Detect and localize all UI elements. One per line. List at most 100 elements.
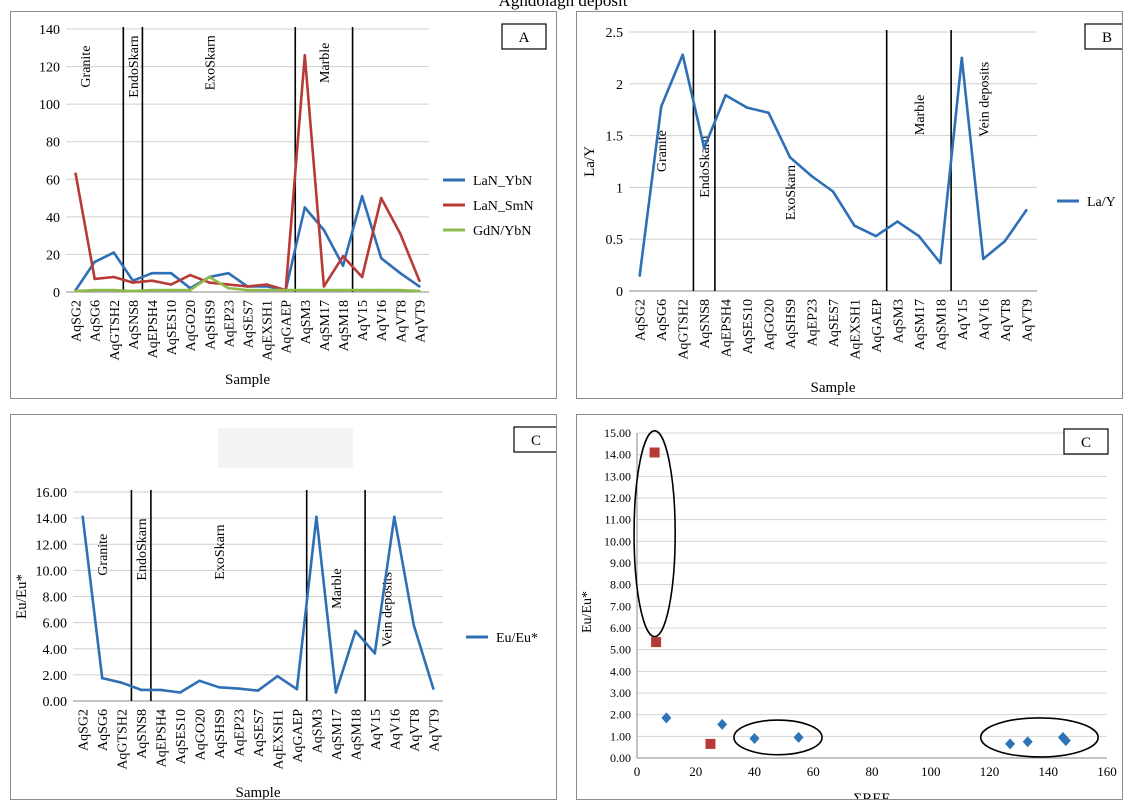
data-point (188, 288, 192, 292)
data-point (246, 288, 249, 292)
data-point (659, 105, 663, 108)
x-tick-label: 0 (634, 764, 641, 779)
panel-label: C (1081, 435, 1091, 451)
x-tick-label: AqSHS9 (213, 709, 228, 759)
data-point (341, 255, 345, 258)
x-tick-label: AqSM3 (310, 709, 325, 753)
x-tick-label: AqEP23 (233, 709, 248, 756)
y-tick-label: 2.00 (43, 669, 68, 684)
zone-label: Granite (96, 534, 111, 576)
data-point (360, 194, 364, 198)
x-tick-label: AqSG6 (89, 300, 104, 342)
x-tick-label: AqGO20 (194, 709, 209, 760)
x-tick-label: AqSG2 (77, 709, 92, 751)
x-axis-label: Sample (236, 785, 281, 799)
x-tick-label: AqVT9 (427, 709, 442, 752)
diamond-marker (1022, 736, 1033, 748)
data-point (418, 289, 421, 293)
data-point (150, 279, 154, 283)
y-tick-label: 6.00 (610, 621, 631, 635)
chart-c-scatter: 0.00 1.00 2.00 3.00 4.00 5.00 6.00 7.00 8.00 9.00… (580, 426, 1117, 799)
y-tick-label: 0.00 (43, 695, 68, 710)
y-tick-label: 14.00 (604, 448, 631, 462)
panel-label: B (1102, 30, 1112, 46)
zone-label: Vein deposits (381, 572, 396, 647)
data-point (159, 688, 162, 692)
data-point (853, 224, 856, 228)
x-tick-label: 40 (748, 764, 761, 779)
data-point (74, 172, 77, 175)
x-tick-label: AqSM17 (318, 300, 333, 351)
x-tick-label: AqGTSH2 (108, 300, 123, 361)
data-point (150, 288, 154, 292)
x-tick-label: 100 (921, 764, 941, 779)
y-tick-label: 120 (39, 61, 60, 76)
y-tick-label: 2.00 (610, 708, 631, 722)
zone-label: ExoSkarn (203, 35, 218, 90)
data-point (322, 285, 326, 288)
y-axis-label: Eu/Eu* (580, 591, 595, 633)
x-tick-label: AqSES10 (165, 300, 180, 355)
y-tick-label: 100 (39, 98, 60, 113)
square-marker (651, 637, 662, 648)
y-tick-label: 4.00 (610, 664, 631, 678)
x-tick-label: AqEXSH1 (848, 299, 863, 360)
group-ellipse (633, 430, 676, 638)
x-tick-label: AqV16 (388, 709, 403, 750)
panel-label-box (1084, 23, 1122, 50)
y-tick-label: 10.00 (604, 534, 631, 548)
square-marker (705, 738, 716, 749)
y-tick-label: 2.5 (606, 26, 624, 41)
diamond-marker (1005, 738, 1016, 750)
x-tick-label: AqEP23 (222, 300, 237, 347)
y-tick-label: 2 (616, 78, 623, 93)
zone-label: ExoSkarn (213, 524, 228, 579)
data-point (120, 681, 123, 685)
y-tick-label: 1.00 (610, 729, 631, 743)
x-tick-label: AqEXSH1 (271, 709, 286, 770)
x-tick-label: AqEPSH4 (146, 300, 161, 358)
blank-patch (218, 428, 353, 468)
data-point (1003, 239, 1007, 243)
zone-label: Granite (79, 46, 94, 88)
x-tick-label: AqSNS8 (135, 709, 150, 759)
zone-label: ExoSkarn (784, 165, 799, 220)
data-point (303, 206, 307, 209)
y-tick-label: 15.00 (604, 426, 631, 440)
zone-label: EndoSkarn (127, 35, 142, 97)
data-point (874, 234, 878, 238)
data-point (265, 283, 268, 286)
data-point (178, 691, 182, 694)
x-tick-label: AqV16 (375, 300, 390, 341)
y-tick-label: 10.00 (36, 564, 68, 579)
panel-label-box (513, 426, 556, 453)
x-tick-label: AqSHS9 (203, 300, 218, 350)
diamond-marker (1060, 735, 1071, 747)
x-tick-label: AqGTSH2 (116, 709, 131, 770)
data-point (112, 275, 116, 279)
zone-label: Marble (330, 568, 345, 608)
x-axis-label: Sample (225, 372, 270, 388)
data-point (322, 288, 326, 292)
x-tick-label: AqSG2 (70, 300, 85, 342)
panel-b: 0 0.5 1 1.5 2 2.5 Granite EndoSkarn ExoSkarn Marb… (576, 11, 1123, 399)
data-point (139, 688, 143, 692)
zone-label: EndoSkarn (698, 136, 713, 198)
y-tick-label: 80 (46, 136, 60, 151)
data-point (74, 289, 77, 293)
x-tick-label: AqV15 (356, 300, 371, 341)
data-point (276, 674, 279, 678)
data-point (393, 515, 396, 519)
y-tick-label: 12.00 (604, 491, 631, 505)
data-point (322, 228, 326, 232)
x-tick-label: AqSM18 (934, 299, 949, 350)
data-point (207, 275, 211, 279)
zone-label: Granite (655, 130, 670, 172)
data-point (724, 93, 727, 97)
x-tick-label: AqSNS8 (127, 300, 142, 350)
x-tick-label: AqSM3 (891, 299, 906, 343)
x-tick-label: AqVT8 (408, 709, 423, 752)
x-tick-label: AqSG6 (96, 709, 111, 751)
y-axis-label: Eu/Eu* (14, 574, 30, 619)
data-point (788, 156, 792, 159)
